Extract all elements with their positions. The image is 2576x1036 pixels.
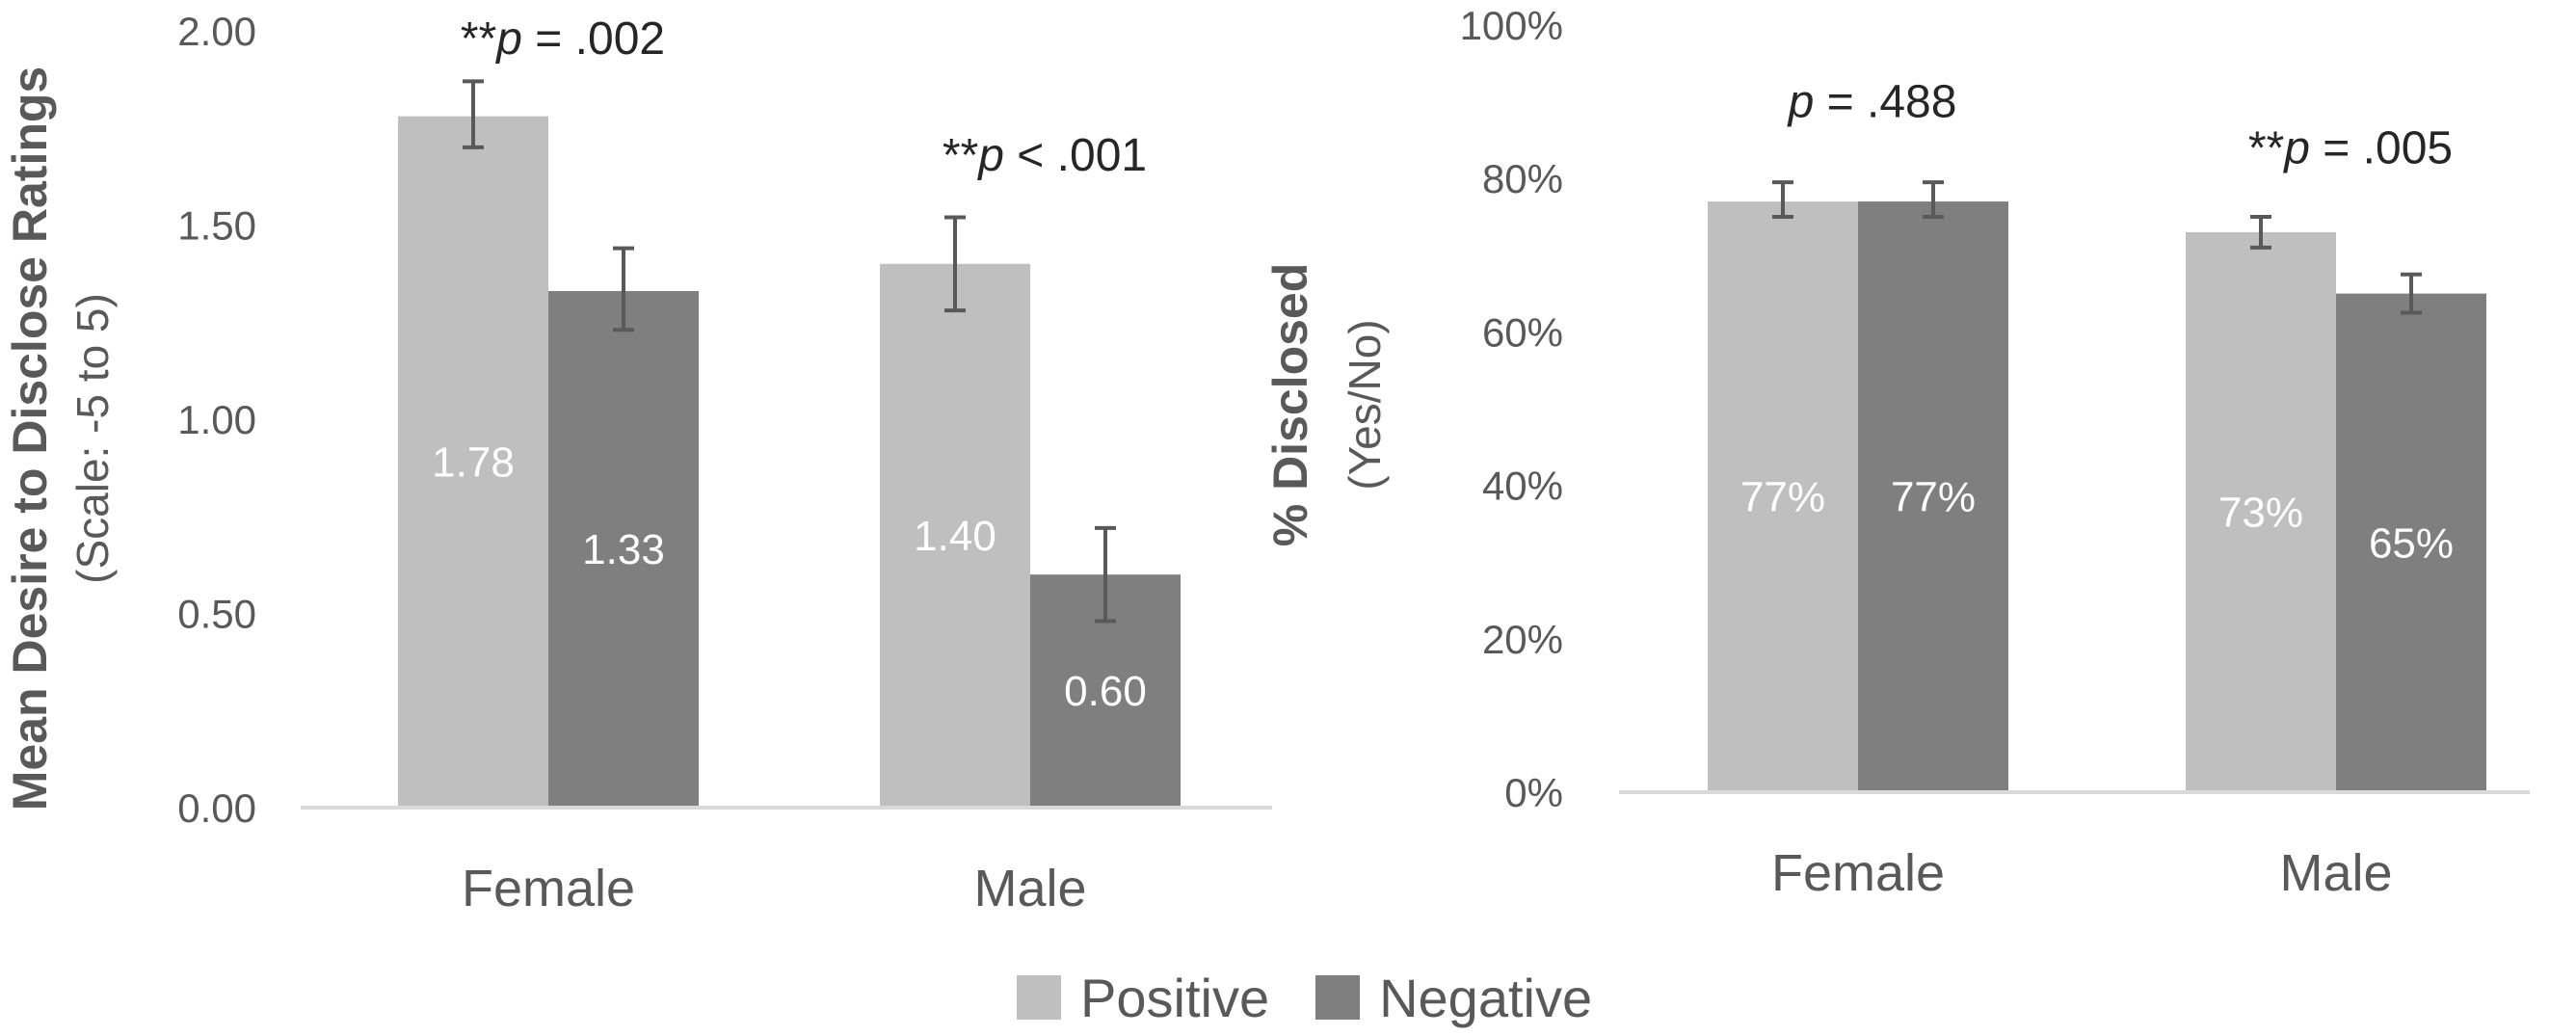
y-tick-label: 0.00 [177,785,256,831]
bar-negative-female [548,291,699,808]
bar-positive-female [398,116,548,808]
legend-entry-negative: Negative [1315,967,1592,1029]
legend-entry-positive: Positive [1017,967,1269,1029]
y-tick-label: 0.50 [177,592,256,637]
y-tick-label: 2.00 [177,9,256,54]
y-axis-title: Mean Desire to Disclose Ratings [3,66,57,810]
y-tick-label: 40% [1482,464,1563,509]
data-label: 1.33 [582,526,665,573]
bar-negative-female [1858,201,2008,792]
data-label: 0.60 [1064,668,1147,715]
y-tick-label: 20% [1482,617,1563,662]
data-label: 1.78 [432,438,515,486]
legend-label-positive: Positive [1080,967,1270,1028]
data-label: 77% [1891,474,1976,521]
x-category-label-female: Female [1771,844,1945,902]
data-label: 65% [2369,519,2454,567]
p-value-annotation-female: **p = .002 [461,13,665,65]
y-tick-label: 100% [1460,3,1563,48]
y-axis-subtitle: (Yes/No) [1340,319,1390,490]
legend-swatch-negative [1315,975,1361,1020]
bar-negative-male [2336,293,2486,793]
legend-label-negative: Negative [1379,967,1593,1028]
bar-positive-female [1708,201,1858,792]
data-label: 77% [1740,474,1825,521]
legend: Positive Negative [1017,959,1592,1036]
y-tick-label: 60% [1482,309,1563,355]
p-value-annotation-male: **p = .005 [2248,122,2453,173]
y-axis-title: % Disclosed [1263,263,1317,547]
data-label: 1.40 [914,513,996,560]
y-tick-label: 1.50 [177,203,256,249]
data-label: 73% [2218,489,2303,536]
x-category-label-female: Female [462,860,635,917]
y-tick-label: 0% [1504,770,1563,815]
bar-positive-male [880,263,1030,808]
y-axis-subtitle: (Scale: -5 to 5) [67,293,118,584]
legend-swatch-positive [1017,975,1061,1020]
y-tick-label: 80% [1482,156,1563,201]
x-category-label-male: Male [2279,844,2392,902]
y-tick-label: 1.00 [177,397,256,442]
bar-positive-male [2186,231,2336,793]
x-category-label-male: Male [973,860,1086,917]
p-value-annotation-male: **p < .001 [943,130,1147,181]
p-value-annotation-female: p = .488 [1787,77,1957,128]
